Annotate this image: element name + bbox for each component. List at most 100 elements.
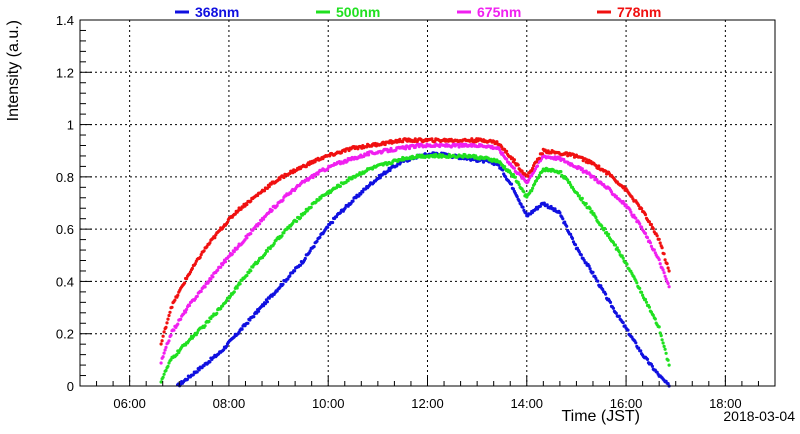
data-point [667, 269, 671, 273]
data-point [225, 220, 230, 224]
data-point [504, 175, 508, 179]
data-point [614, 311, 618, 315]
date-label: 2018-03-04 [723, 408, 795, 424]
data-point [515, 195, 519, 199]
data-point [258, 222, 262, 226]
data-point [295, 219, 299, 223]
data-point [275, 204, 279, 208]
x-tick-label: 18:00 [709, 396, 742, 411]
data-point [511, 172, 515, 177]
data-point [199, 253, 203, 257]
data-point [643, 297, 648, 302]
data-point [184, 310, 188, 314]
data-point [249, 232, 253, 236]
data-point [282, 231, 286, 235]
data-point [208, 360, 212, 364]
x-tick-label: 14:00 [511, 396, 544, 411]
data-point [571, 152, 576, 157]
data-point [591, 270, 595, 274]
data-point [367, 153, 371, 157]
data-point [351, 199, 355, 203]
data-point [513, 175, 517, 179]
data-point [524, 211, 528, 215]
data-point [235, 286, 239, 290]
data-point [383, 142, 387, 147]
data-point [537, 173, 542, 177]
x-axis-title: Time (JST) [561, 408, 640, 425]
data-point [611, 240, 616, 245]
data-point [634, 341, 638, 345]
data-point [461, 155, 465, 159]
data-point [326, 167, 330, 171]
data-point [232, 250, 236, 254]
data-point [531, 186, 535, 190]
x-tick-label: 08:00 [213, 396, 246, 411]
data-point [587, 264, 591, 268]
data-point [245, 202, 249, 207]
data-point [579, 253, 583, 257]
data-point [185, 307, 189, 311]
data-point [561, 217, 565, 221]
data-point [187, 303, 192, 308]
data-point [267, 185, 271, 189]
data-point [495, 140, 499, 144]
data-point [629, 210, 633, 214]
x-tick-label: 06:00 [113, 396, 146, 411]
data-point [653, 317, 657, 321]
data-point [663, 258, 667, 262]
data-point [637, 203, 641, 208]
data-point [648, 241, 653, 245]
data-point [660, 338, 664, 342]
data-point [303, 256, 307, 261]
data-point [604, 292, 608, 296]
data-point [159, 361, 163, 365]
legend-label-778nm: 778nm [617, 4, 661, 20]
data-point [592, 175, 596, 179]
data-point [261, 304, 266, 308]
data-point [172, 328, 176, 332]
data-point [521, 205, 525, 209]
data-point [176, 322, 180, 326]
data-point [248, 318, 252, 322]
data-point [501, 168, 505, 172]
data-point [590, 209, 594, 213]
data-point [662, 344, 666, 348]
data-point [657, 325, 661, 329]
y-axis-title: Intensity (a.u.) [5, 20, 22, 121]
data-point [179, 317, 183, 321]
data-point [666, 358, 670, 362]
data-point [161, 334, 165, 338]
data-point [517, 199, 521, 203]
data-point [644, 300, 649, 304]
data-point [537, 156, 542, 160]
y-tick-label: 0.8 [56, 170, 74, 185]
data-point [660, 246, 664, 250]
y-tick-label: 0 [67, 379, 74, 394]
data-point [608, 300, 613, 304]
data-point [193, 262, 197, 266]
data-point [603, 226, 607, 231]
data-point [209, 277, 213, 281]
data-point [162, 351, 166, 355]
legend-label-500nm: 500nm [336, 4, 380, 20]
data-point [161, 375, 165, 379]
data-point [257, 309, 261, 313]
data-point [343, 206, 347, 210]
data-point [159, 380, 163, 384]
data-point [298, 263, 303, 267]
data-point [165, 321, 169, 325]
data-point [215, 311, 219, 315]
data-point [219, 265, 223, 269]
data-point [249, 199, 253, 203]
data-point [649, 222, 654, 227]
data-point [638, 222, 642, 226]
data-point [505, 149, 509, 153]
data-point [512, 166, 517, 170]
legend-label-675nm: 675nm [477, 4, 521, 20]
data-point [647, 305, 652, 309]
data-point [584, 202, 588, 206]
y-tick-label: 1 [67, 118, 74, 133]
data-point [657, 237, 661, 241]
data-point [538, 204, 543, 208]
data-point [498, 148, 502, 152]
